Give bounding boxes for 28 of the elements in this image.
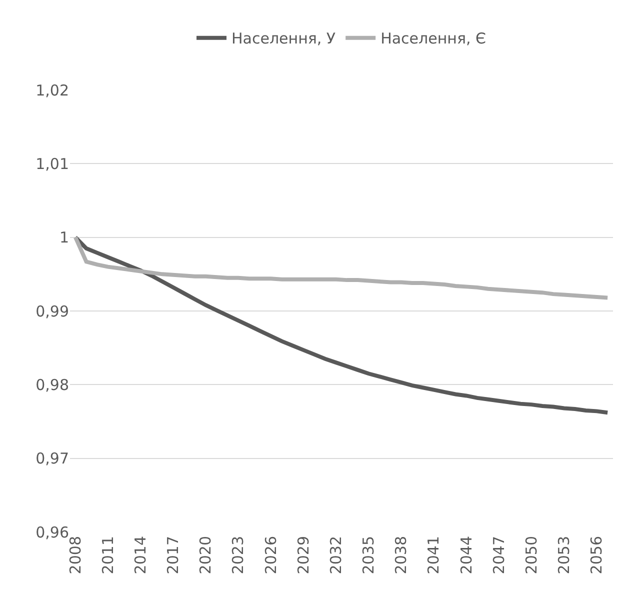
x-tick-label: 2056 — [588, 536, 606, 574]
y-tick-label: 0,99 — [36, 302, 69, 320]
line-series — [73, 235, 610, 300]
y-tick-label: 0,97 — [36, 450, 69, 468]
x-tick-label: 2047 — [490, 536, 508, 574]
y-tick-label: 1,02 — [36, 81, 69, 100]
y-tick-label: 1,01 — [36, 154, 69, 173]
x-tick-label: 2038 — [392, 536, 410, 574]
legend-label: Населення, У — [232, 30, 336, 48]
y-tick-label: 0,96 — [36, 523, 69, 542]
x-tick-label: 2026 — [262, 536, 280, 574]
x-tick-label: 2020 — [196, 536, 215, 574]
x-tick-label: 2044 — [457, 536, 476, 574]
y-tick-label: 1 — [59, 228, 69, 247]
x-tick-label: 2029 — [294, 536, 312, 574]
x-tick-label: 2053 — [555, 536, 574, 574]
legend-label: Населення, Є — [380, 30, 486, 48]
x-tick-label: 2041 — [424, 536, 443, 574]
line-series — [73, 235, 610, 415]
x-tick-label: 2014 — [131, 536, 150, 574]
x-tick-label: 2035 — [360, 536, 378, 574]
x-tick-label: 2017 — [164, 536, 182, 574]
x-tick-label: 2023 — [229, 536, 248, 574]
y-tick-label: 0,98 — [36, 376, 69, 394]
x-tick-label: 2011 — [98, 536, 117, 574]
x-tick-label: 2008 — [66, 536, 84, 574]
x-tick-label: 2032 — [326, 536, 345, 574]
x-tick-label: 2050 — [522, 536, 540, 574]
